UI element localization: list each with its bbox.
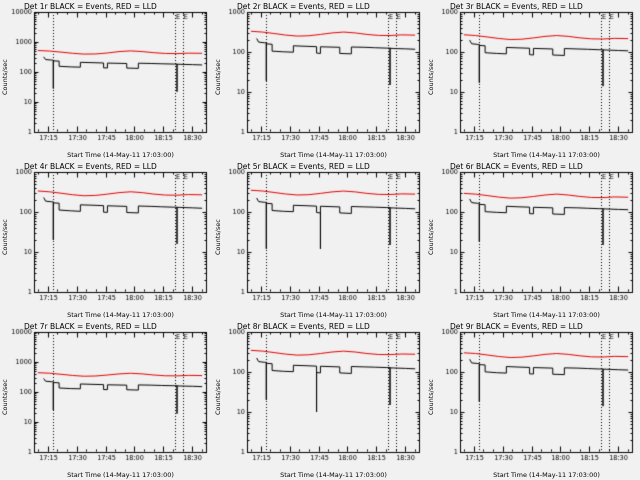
y-axis-label: Counts/sec [427,379,435,416]
panel-title: Det 3r BLACK = Events, RED = LLD [450,2,583,11]
plot-canvas [213,0,426,160]
panel-det-7r: Det 7r BLACK = Events, RED = LLD Counts/… [0,320,213,480]
panel-det-2r: Det 2r BLACK = Events, RED = LLD Counts/… [213,0,426,160]
x-axis-label: Start Time (14-May-11 17:03:00) [493,471,600,479]
x-axis-label: Start Time (14-May-11 17:03:00) [280,471,387,479]
x-axis-label: Start Time (14-May-11 17:03:00) [493,151,600,159]
y-axis-label: Counts/sec [427,219,435,256]
y-axis-label: Counts/sec [1,379,9,416]
y-axis-label: Counts/sec [214,59,222,96]
y-axis-label: Counts/sec [1,219,9,256]
panel-title: Det 4r BLACK = Events, RED = LLD [24,162,157,171]
x-axis-label: Start Time (14-May-11 17:03:00) [493,311,600,319]
panel-title: Det 7r BLACK = Events, RED = LLD [24,322,157,331]
panel-det-4r: Det 4r BLACK = Events, RED = LLD Counts/… [0,160,213,320]
y-axis-label: Counts/sec [214,219,222,256]
plot-canvas [0,0,213,160]
panel-det-6r: Det 6r BLACK = Events, RED = LLD Counts/… [426,160,639,320]
plot-canvas [426,320,639,480]
y-axis-label: Counts/sec [1,59,9,96]
x-axis-label: Start Time (14-May-11 17:03:00) [280,311,387,319]
plot-canvas [426,160,639,320]
panel-det-8r: Det 8r BLACK = Events, RED = LLD Counts/… [213,320,426,480]
y-axis-label: Counts/sec [427,59,435,96]
plot-canvas [426,0,639,160]
panel-title: Det 8r BLACK = Events, RED = LLD [237,322,370,331]
panel-det-9r: Det 9r BLACK = Events, RED = LLD Counts/… [426,320,639,480]
panel-det-1r: Det 1r BLACK = Events, RED = LLD Counts/… [0,0,213,160]
plot-canvas [213,160,426,320]
panel-title: Det 2r BLACK = Events, RED = LLD [237,2,370,11]
plot-canvas [213,320,426,480]
panel-title: Det 1r BLACK = Events, RED = LLD [24,2,157,11]
panel-title: Det 9r BLACK = Events, RED = LLD [450,322,583,331]
x-axis-label: Start Time (14-May-11 17:03:00) [280,151,387,159]
panel-title: Det 5r BLACK = Events, RED = LLD [237,162,370,171]
panel-title: Det 6r BLACK = Events, RED = LLD [450,162,583,171]
x-axis-label: Start Time (14-May-11 17:03:00) [67,471,174,479]
panel-det-5r: Det 5r BLACK = Events, RED = LLD Counts/… [213,160,426,320]
y-axis-label: Counts/sec [214,379,222,416]
plot-canvas [0,320,213,480]
x-axis-label: Start Time (14-May-11 17:03:00) [67,151,174,159]
plot-canvas [0,160,213,320]
panel-det-3r: Det 3r BLACK = Events, RED = LLD Counts/… [426,0,639,160]
x-axis-label: Start Time (14-May-11 17:03:00) [67,311,174,319]
